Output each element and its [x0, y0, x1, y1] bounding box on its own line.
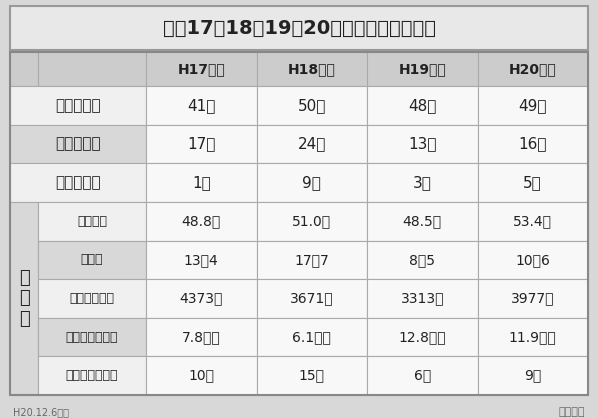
Bar — [146, 125, 257, 163]
Bar — [477, 86, 588, 125]
Bar — [10, 163, 146, 202]
Text: 平均入院期間: 平均入院期間 — [69, 292, 114, 305]
Text: 平均年齢: 平均年齢 — [77, 215, 107, 228]
Text: 生活保護受給者: 生活保護受給者 — [66, 369, 118, 382]
Bar — [367, 357, 477, 395]
Text: H19年度: H19年度 — [398, 62, 446, 76]
Text: 3313日: 3313日 — [401, 291, 444, 306]
Text: 8：5: 8：5 — [409, 253, 435, 267]
Text: 3977日: 3977日 — [511, 291, 554, 306]
Bar — [146, 357, 257, 395]
Bar — [146, 318, 257, 357]
Bar — [10, 86, 146, 125]
Text: 51.0歳: 51.0歳 — [292, 214, 331, 228]
Text: 6.1ヶ月: 6.1ヶ月 — [292, 330, 331, 344]
Text: 13名: 13名 — [408, 136, 437, 151]
Bar — [477, 318, 588, 357]
Bar — [477, 240, 588, 279]
Text: H17年度: H17年度 — [178, 62, 225, 76]
Text: 中　断　者: 中 断 者 — [55, 175, 101, 190]
Text: 1名: 1名 — [192, 175, 210, 190]
Bar — [367, 279, 477, 318]
Bar — [38, 357, 146, 395]
Bar — [477, 52, 588, 86]
Bar — [38, 202, 146, 240]
Bar — [257, 52, 367, 86]
Text: 麻立ち台: 麻立ち台 — [559, 407, 585, 417]
Bar — [38, 52, 146, 86]
Text: H20.12.6現在: H20.12.6現在 — [13, 407, 69, 417]
Text: 5名: 5名 — [523, 175, 542, 190]
Bar — [257, 202, 367, 240]
Text: 13：4: 13：4 — [184, 253, 219, 267]
Text: 9名: 9名 — [303, 175, 321, 190]
Text: 12.8ヶ月: 12.8ヶ月 — [398, 330, 446, 344]
Bar — [367, 52, 477, 86]
Bar — [146, 279, 257, 318]
Text: 3名: 3名 — [413, 175, 432, 190]
Bar — [146, 202, 257, 240]
Bar — [38, 318, 146, 357]
Text: 4373日: 4373日 — [179, 291, 223, 306]
Text: 48名: 48名 — [408, 98, 437, 113]
Text: 17：7: 17：7 — [294, 253, 329, 267]
Text: H18年度: H18年度 — [288, 62, 335, 76]
Bar — [477, 202, 588, 240]
Bar — [10, 52, 588, 395]
Bar — [257, 318, 367, 357]
Text: 退
院
者: 退 院 者 — [19, 269, 29, 328]
Text: 48.8歳: 48.8歳 — [182, 214, 221, 228]
Bar — [257, 163, 367, 202]
Bar — [367, 86, 477, 125]
Bar — [367, 163, 477, 202]
Bar — [367, 240, 477, 279]
Bar — [257, 86, 367, 125]
Bar — [477, 357, 588, 395]
Bar — [146, 163, 257, 202]
Bar — [477, 125, 588, 163]
Text: 10：6: 10：6 — [515, 253, 550, 267]
Text: 6名: 6名 — [414, 369, 431, 383]
Bar — [146, 52, 257, 86]
Text: H20年度: H20年度 — [509, 62, 557, 76]
Bar — [10, 52, 38, 86]
Bar — [257, 279, 367, 318]
Text: 7.8ヶ月: 7.8ヶ月 — [182, 330, 221, 344]
Text: 対　象　者: 対 象 者 — [55, 98, 101, 113]
Text: 退院までの期間: 退院までの期間 — [66, 331, 118, 344]
Bar — [10, 202, 38, 395]
Bar — [10, 6, 588, 50]
Bar — [367, 318, 477, 357]
Bar — [257, 240, 367, 279]
Text: 50名: 50名 — [298, 98, 326, 113]
Text: 15名: 15名 — [299, 369, 325, 383]
Bar — [10, 125, 146, 163]
Text: 16名: 16名 — [518, 136, 547, 151]
Text: 9名: 9名 — [524, 369, 541, 383]
Bar — [38, 240, 146, 279]
Bar — [257, 125, 367, 163]
Bar — [477, 279, 588, 318]
Bar — [367, 125, 477, 163]
Text: 49名: 49名 — [518, 98, 547, 113]
Text: 男女比: 男女比 — [81, 253, 103, 266]
Text: 17名: 17名 — [187, 136, 215, 151]
Text: 41名: 41名 — [187, 98, 215, 113]
Bar — [477, 163, 588, 202]
Bar — [38, 279, 146, 318]
Bar — [146, 240, 257, 279]
Text: 平成17・18・19・20年度の退院者の現状: 平成17・18・19・20年度の退院者の現状 — [163, 18, 435, 38]
Text: 24名: 24名 — [298, 136, 326, 151]
Text: 11.9ヶ月: 11.9ヶ月 — [509, 330, 557, 344]
Text: 48.5歳: 48.5歳 — [402, 214, 442, 228]
Text: 53.4歳: 53.4歳 — [513, 214, 552, 228]
Bar — [146, 86, 257, 125]
Text: 3671日: 3671日 — [290, 291, 334, 306]
Bar — [367, 202, 477, 240]
Text: 退　院　者: 退 院 者 — [55, 136, 101, 151]
Text: 10名: 10名 — [188, 369, 214, 383]
Bar — [257, 357, 367, 395]
